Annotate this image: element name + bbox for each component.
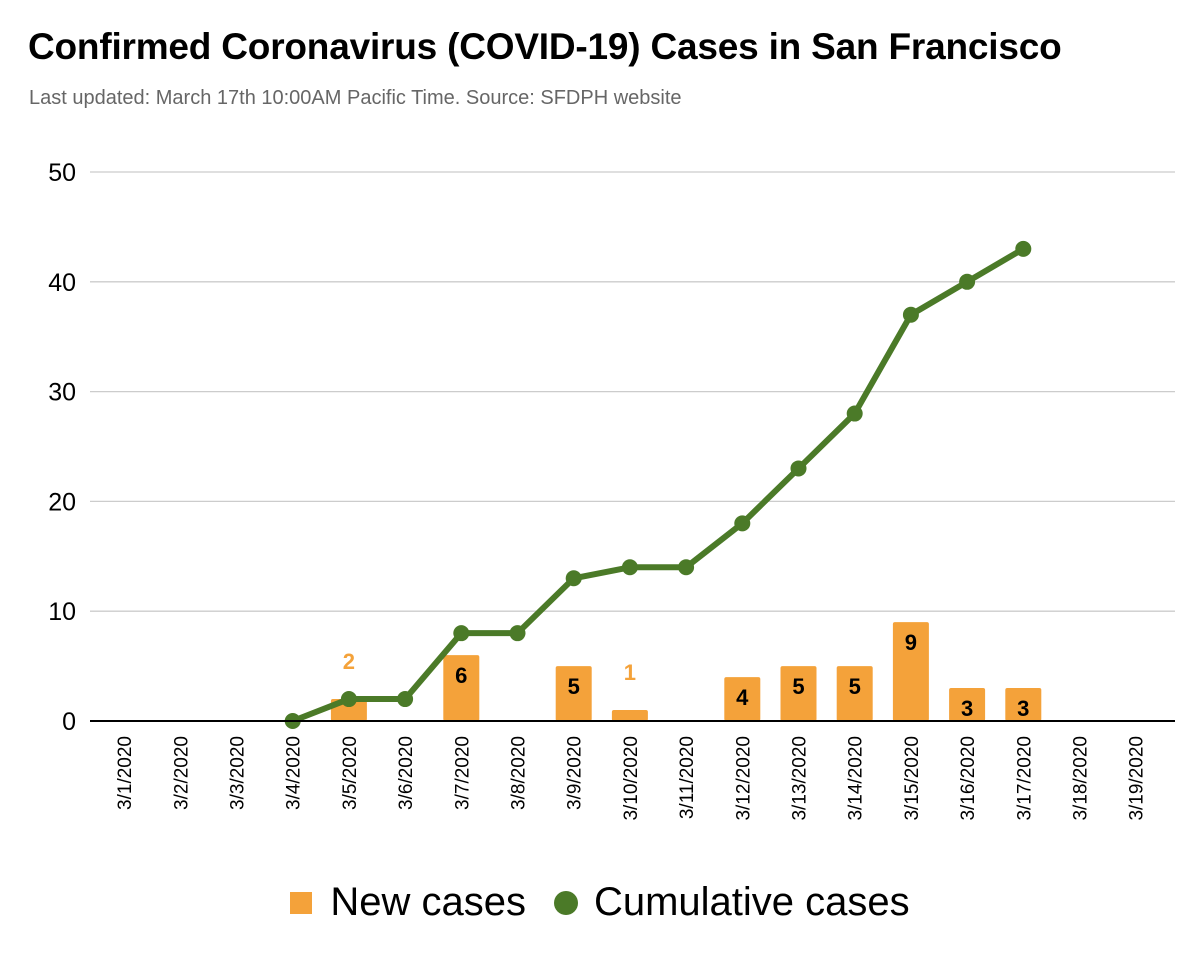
bar-value-label: 1 <box>624 660 636 685</box>
x-axis-ticks: 3/1/2020 3/2/2020 3/3/2020 3/4/2020 3/5/2020… <box>90 720 1175 821</box>
bar-new-cases <box>1005 688 1042 721</box>
x-tick-label: 3/10/2020 <box>621 736 642 821</box>
bar-new-cases <box>443 655 480 721</box>
bar-value-label: 3 <box>1017 696 1029 721</box>
cumulative-line-path <box>289 245 1027 724</box>
bar-new-cases <box>780 666 817 721</box>
x-tick-label: 3/3/2020 <box>228 736 249 810</box>
legend-item-cumulative-cases[interactable]: Cumulative cases <box>553 880 910 925</box>
bar-new-cases <box>836 666 873 721</box>
x-tick-label: 3/2/2020 <box>171 736 192 810</box>
y-tick-label: 50 <box>48 159 76 187</box>
cumulative-point <box>678 559 695 576</box>
y-tick-label: 30 <box>48 379 76 407</box>
x-tick-label: 3/9/2020 <box>565 736 586 810</box>
cumulative-cases-line <box>284 240 1032 729</box>
chart-legend: New cases Cumulative cases <box>0 880 1200 925</box>
bar-new-cases <box>611 710 648 721</box>
y-tick-label: 10 <box>48 598 76 626</box>
legend-square-icon <box>290 891 313 914</box>
x-tick-label: 3/15/2020 <box>902 736 923 821</box>
x-tick-label: 3/18/2020 <box>1071 736 1092 821</box>
bar-value-label: 9 <box>905 630 917 655</box>
x-tick-label: 3/5/2020 <box>340 736 361 810</box>
x-tick-label: 3/8/2020 <box>509 736 530 810</box>
cumulative-point <box>397 691 414 708</box>
bar-value-label: 4 <box>736 685 749 710</box>
cumulative-point <box>453 625 470 642</box>
cumulative-point <box>1015 240 1032 257</box>
x-tick-label: 3/6/2020 <box>396 736 417 810</box>
cumulative-point <box>621 559 638 576</box>
cumulative-point <box>846 405 863 422</box>
chart-title: Confirmed Coronavirus (COVID-19) Cases i… <box>28 26 1062 67</box>
cumulative-point <box>902 306 919 323</box>
legend-circle-icon <box>553 890 578 915</box>
cumulative-point <box>509 625 526 642</box>
x-tick-label: 3/14/2020 <box>846 736 867 821</box>
bar-new-cases <box>555 666 592 721</box>
bar-value-labels: 2 6 5 1 4 5 5 9 3 3 <box>343 630 1030 721</box>
bar-value-label: 5 <box>792 674 804 699</box>
gridlines <box>90 171 1175 612</box>
bar-value-label: 6 <box>455 663 467 688</box>
y-tick-label: 40 <box>48 269 76 297</box>
x-tick-label: 3/7/2020 <box>452 736 473 810</box>
x-tick-label: 3/16/2020 <box>958 736 979 821</box>
cumulative-point <box>734 515 751 532</box>
bar-value-label: 3 <box>961 696 973 721</box>
cumulative-point <box>340 691 357 708</box>
new-cases-bars <box>330 622 1042 721</box>
bar-value-label: 5 <box>568 674 580 699</box>
x-tick-label: 3/12/2020 <box>733 736 754 821</box>
y-tick-label: 0 <box>62 708 76 736</box>
cumulative-point <box>959 273 976 290</box>
x-tick-label: 3/4/2020 <box>284 736 305 810</box>
bar-value-label: 2 <box>343 649 355 674</box>
y-tick-label: 20 <box>48 488 76 516</box>
x-tick-label: 3/13/2020 <box>790 736 811 821</box>
chart-subtitle: Last updated: March 17th 10:00AM Pacific… <box>29 87 682 109</box>
bar-new-cases <box>892 622 929 721</box>
y-axis-ticks: 0 10 20 30 40 50 <box>48 159 76 736</box>
x-tick-label: 3/11/2020 <box>677 736 698 819</box>
bar-new-cases <box>949 688 986 721</box>
legend-item-new-cases[interactable]: New cases <box>290 880 526 925</box>
bar-new-cases <box>724 677 761 721</box>
legend-label-cumulative-cases: Cumulative cases <box>593 880 910 924</box>
cumulative-point <box>565 570 582 587</box>
x-tick-label: 3/17/2020 <box>1014 736 1035 821</box>
x-tick-label: 3/19/2020 <box>1127 736 1148 821</box>
legend-label-new-cases: New cases <box>330 880 526 924</box>
x-tick-label: 3/1/2020 <box>115 736 136 810</box>
cumulative-point <box>790 460 807 477</box>
bar-value-label: 5 <box>849 674 861 699</box>
